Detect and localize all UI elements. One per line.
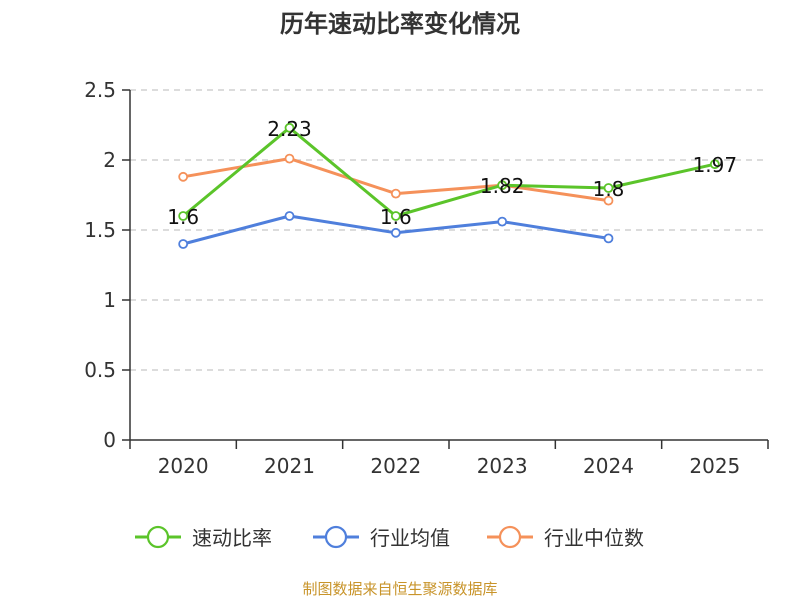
legend-label: 行业中位数 — [544, 526, 644, 550]
data-point — [709, 159, 720, 170]
data-point — [284, 153, 295, 164]
x-tick-label: 2022 — [370, 454, 421, 478]
data-point — [497, 216, 508, 227]
source-note: 制图数据来自恒生聚源数据库 — [302, 580, 497, 598]
y-tick-label: 0 — [103, 428, 116, 452]
y-tick-label: 1.5 — [84, 218, 116, 242]
legend-item[interactable]: 速动比率 — [135, 525, 272, 550]
data-point — [603, 183, 614, 193]
legend-label: 行业均值 — [370, 526, 450, 550]
grid-lines — [130, 89, 768, 371]
legend-marker-icon — [146, 525, 170, 549]
y-tick-label: 2 — [103, 148, 116, 172]
data-point — [178, 239, 189, 249]
data-label: 1.6 — [380, 205, 412, 229]
data-point — [178, 211, 189, 221]
legend-marker-icon — [324, 525, 348, 549]
data-point — [497, 180, 508, 191]
data-point — [390, 188, 401, 199]
legend-item[interactable]: 行业均值 — [313, 525, 450, 550]
x-tick-label: 2021 — [264, 454, 315, 478]
legend: 速动比率 行业均值 行业中位数 — [135, 525, 644, 550]
chart-title: 历年速动比率变化情况 — [280, 10, 520, 38]
data-point — [178, 171, 189, 182]
data-label: 1.82 — [480, 174, 525, 198]
data-label: 2.23 — [267, 117, 312, 141]
data-point — [284, 211, 295, 221]
data-labels: 1.6 2.23 1.6 1.82 1.8 1.97 — [167, 117, 737, 229]
x-tick-label: 2023 — [477, 454, 528, 478]
x-tick-label: 2024 — [583, 454, 634, 478]
y-tick-label: 0.5 — [84, 358, 116, 382]
legend-marker-icon — [498, 525, 522, 549]
data-point — [390, 211, 401, 221]
data-point — [390, 227, 401, 238]
axes: 0 0.5 1 1.5 2 2.5 2020 2021 2022 2023 2024 2025 — [84, 78, 769, 478]
data-point — [284, 122, 295, 133]
data-label: 1.8 — [593, 177, 625, 201]
data-point — [603, 233, 614, 244]
series-layer — [178, 122, 720, 249]
series-line — [182, 126, 716, 218]
data-label: 1.97 — [693, 153, 738, 177]
x-tick-label: 2025 — [689, 454, 740, 478]
legend-label: 速动比率 — [192, 526, 272, 550]
data-label: 1.6 — [167, 205, 199, 229]
y-tick-label: 1 — [103, 288, 116, 312]
y-tick-label: 2.5 — [84, 78, 116, 102]
data-point — [603, 195, 614, 206]
legend-item[interactable]: 行业中位数 — [487, 525, 644, 550]
x-tick-label: 2020 — [158, 454, 209, 478]
